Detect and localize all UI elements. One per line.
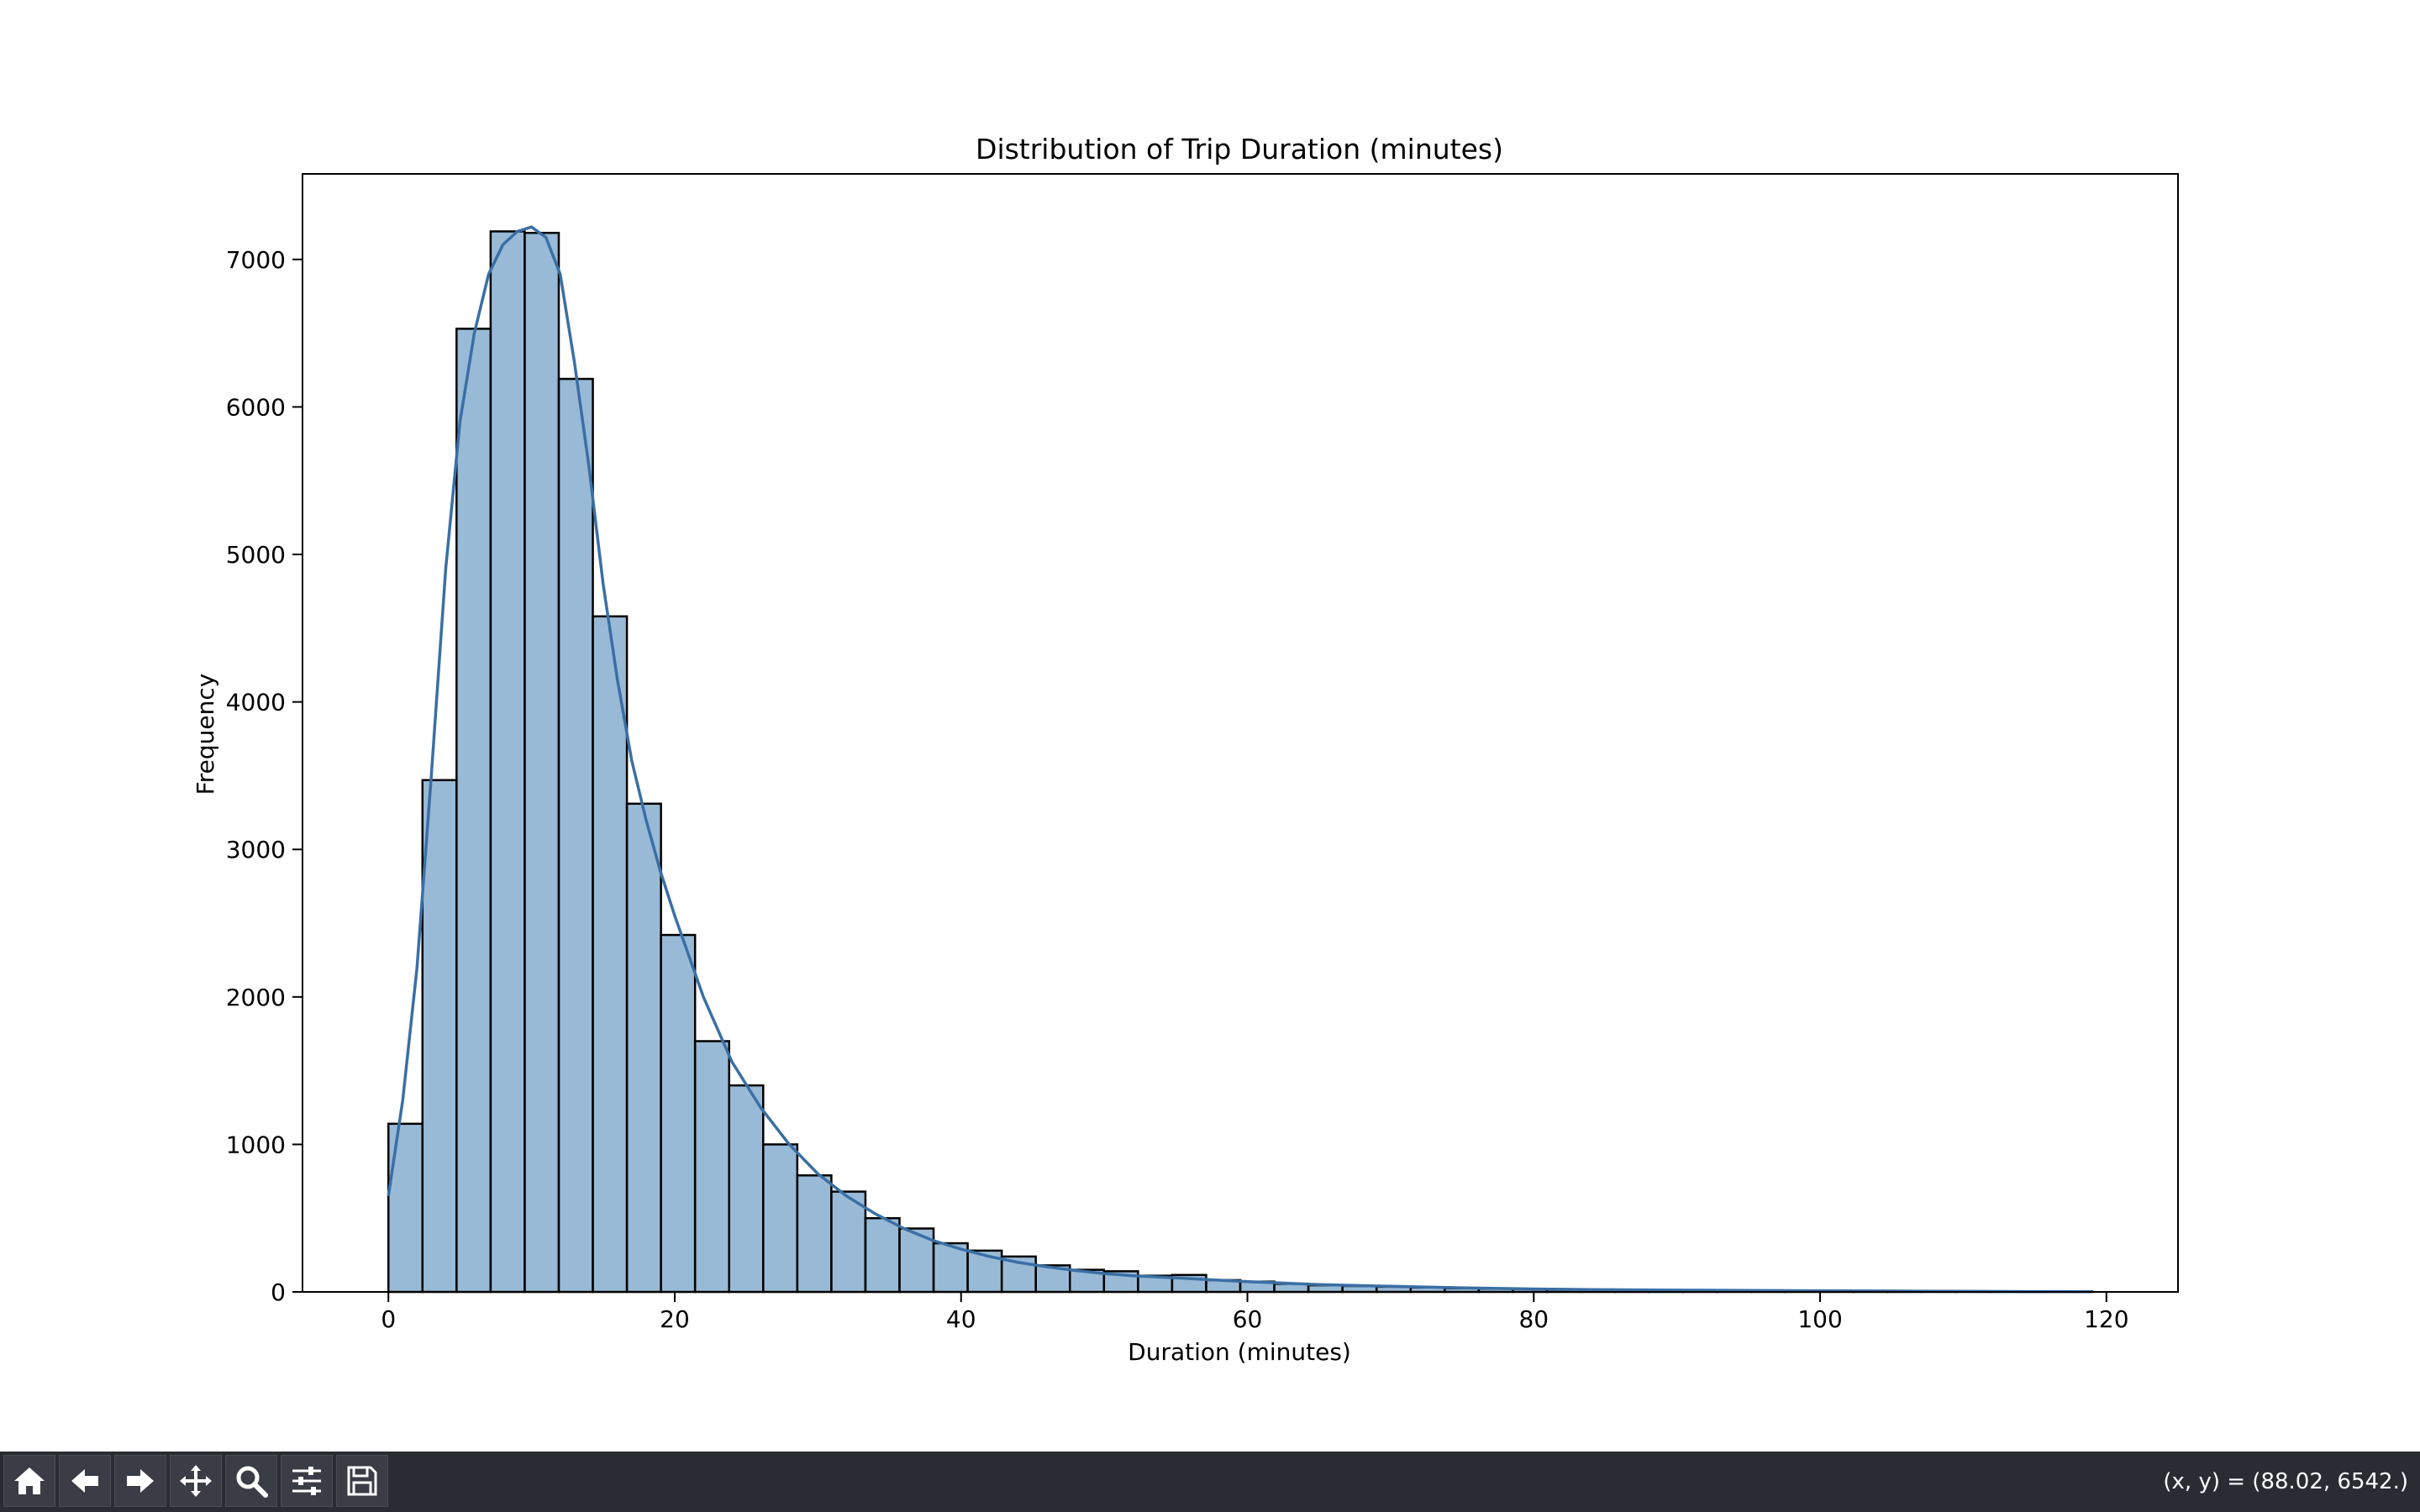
cursor-coordinates: (x, y) = (88.02, 6542.) [2163, 1469, 2408, 1494]
histogram-bar [421, 779, 458, 1294]
chart-title: Distribution of Trip Duration (minutes) [976, 133, 1503, 165]
configure-button[interactable] [281, 1455, 333, 1507]
x-axis-label: Duration (minutes) [1128, 1338, 1351, 1366]
forward-button[interactable] [114, 1455, 166, 1507]
y-tick-label: 7000 [226, 246, 286, 274]
kde-group [387, 225, 2092, 1294]
y-tick-label: 5000 [226, 541, 286, 569]
y-axis-ticks: 0 1000 2000 3000 4000 5000 6000 7000 [226, 246, 302, 1306]
histogram-bar [660, 933, 697, 1294]
x-tick-label: 40 [946, 1305, 976, 1333]
kde-curve [387, 225, 2092, 1294]
y-tick-label: 1000 [226, 1131, 286, 1158]
histogram-bar [830, 1190, 867, 1294]
pan-button[interactable] [170, 1455, 222, 1507]
x-tick-label: 20 [660, 1305, 690, 1333]
pan-move-icon [180, 1465, 212, 1497]
save-button[interactable] [336, 1455, 388, 1507]
histogram-bar [796, 1174, 833, 1294]
histogram-bar [592, 615, 629, 1294]
back-arrow-icon [71, 1469, 98, 1493]
histogram-bar [455, 328, 492, 1294]
zoom-magnifier-icon [236, 1466, 268, 1498]
x-tick-label: 100 [1797, 1305, 1842, 1333]
navigation-toolbar: (x, y) = (88.02, 6542.) [0, 1452, 2420, 1512]
x-tick-label: 80 [1518, 1305, 1549, 1333]
x-tick-label: 120 [2084, 1305, 2128, 1333]
y-axis-label: Frequency [192, 674, 219, 795]
histogram-bar [762, 1143, 799, 1294]
histogram-bar [625, 802, 662, 1294]
histogram-bar [523, 231, 560, 1294]
home-button[interactable] [3, 1455, 55, 1507]
y-tick-label: 3000 [226, 836, 286, 864]
home-icon [14, 1467, 45, 1494]
figure-canvas[interactable]: 0 20 40 60 80 100 120 0 1000 2000 3000 4000 5000 600… [0, 0, 2420, 1452]
x-axis-ticks: 0 20 40 60 80 100 120 [381, 1292, 2129, 1333]
plot-area-frame [302, 173, 2179, 1293]
zoom-button[interactable] [225, 1455, 277, 1507]
y-tick-label: 6000 [226, 393, 286, 421]
histogram-bar [693, 1040, 730, 1294]
histogram-bar [557, 377, 594, 1294]
x-tick-label: 0 [381, 1305, 396, 1333]
histogram-chart: 0 20 40 60 80 100 120 0 1000 2000 3000 4000 5000 600… [192, 133, 2179, 1366]
histogram-bar [387, 1122, 424, 1294]
y-tick-label: 4000 [226, 689, 286, 717]
back-button[interactable] [59, 1455, 111, 1507]
y-tick-label: 0 [271, 1278, 286, 1306]
histogram-bar [864, 1216, 901, 1294]
forward-arrow-icon [127, 1469, 154, 1493]
bars-group [387, 230, 2094, 1294]
save-disk-icon [347, 1466, 377, 1496]
y-tick-label: 2000 [226, 984, 286, 1011]
configure-subplots-icon [292, 1467, 321, 1495]
x-tick-label: 60 [1233, 1305, 1263, 1333]
histogram-bar [728, 1084, 765, 1294]
histogram-bar [489, 230, 526, 1294]
